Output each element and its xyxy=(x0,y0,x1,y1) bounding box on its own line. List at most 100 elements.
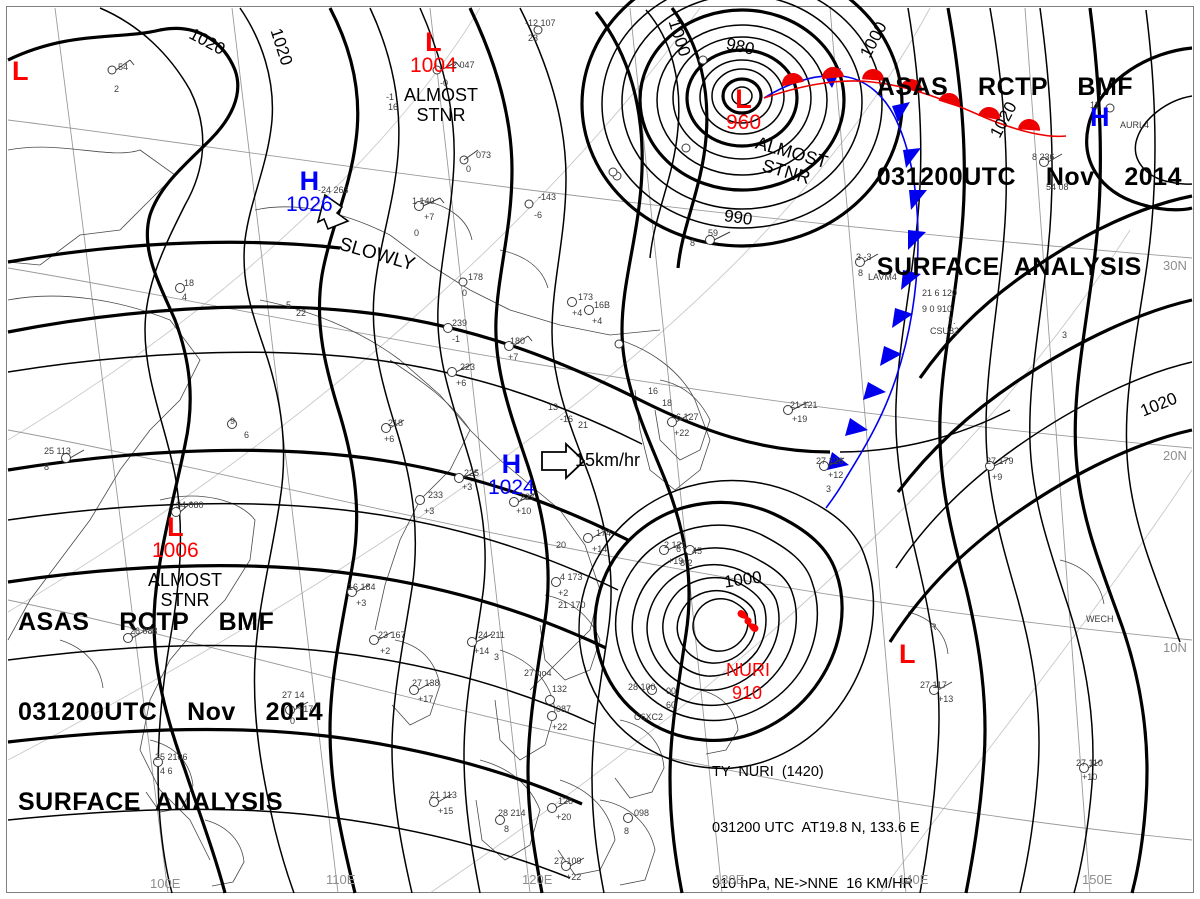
low-symbol: L xyxy=(735,84,752,114)
station-observation: +6 xyxy=(384,434,395,444)
pressure-center-low-southeast: L xyxy=(899,641,916,668)
station-observation: 5 xyxy=(286,300,292,310)
station-observation: -0 xyxy=(440,78,449,88)
station-observation: 16 xyxy=(648,386,659,396)
motion-arrow-15kmhr xyxy=(541,441,586,481)
station-observation: 098 xyxy=(634,808,650,818)
station-observation: 4 173 xyxy=(560,572,583,582)
station-observation: 28 100 xyxy=(628,682,656,692)
low-symbol: L xyxy=(425,27,442,57)
typhoon-pressure-label: 910 xyxy=(732,683,763,703)
station-observation: 8 xyxy=(504,824,510,834)
station-observation: +19 xyxy=(668,556,684,566)
station-observation: 8 xyxy=(624,826,630,836)
typhoon-info-block: TY NURI (1420) 031200 UTC AT19.8 N, 133.… xyxy=(712,726,1048,899)
high-value: 1026 xyxy=(286,193,333,216)
station-observation: 223 xyxy=(460,362,476,372)
station-observation: 21 6 120 xyxy=(922,288,958,298)
station-observation: 073 xyxy=(476,150,492,160)
station-observation: 4 6 xyxy=(160,766,173,776)
longitude-label: 110E xyxy=(326,872,356,887)
station-observation: 16B xyxy=(594,300,611,310)
motion-arrow-slowly xyxy=(316,193,350,231)
isobar-label: 990 xyxy=(722,206,754,229)
station-observation: 34 080 xyxy=(176,500,204,510)
ty-info-line-2: 031200 UTC AT19.8 N, 133.6 E xyxy=(712,819,920,836)
station-observation: 225 xyxy=(464,468,480,478)
station-observation: -16 xyxy=(560,414,574,424)
station-observation: +2 xyxy=(380,646,391,656)
station-observation: WECH xyxy=(1086,614,1114,624)
station-observation: +7 xyxy=(424,212,435,222)
pressure-center-high-east: H xyxy=(1090,104,1110,131)
title-bottom-line1: ASAS RCTP BMF xyxy=(18,608,275,636)
station-observation: 3 -3 xyxy=(856,252,872,262)
station-observation: 54 08 xyxy=(1046,182,1069,192)
station-observation: +22 xyxy=(674,428,690,438)
motion-label-low-west: ALMOST STNR xyxy=(148,570,223,610)
station-observation: 60 xyxy=(666,700,677,710)
station-observation: 18 xyxy=(662,398,673,408)
longitude-label: 130E xyxy=(714,872,745,887)
station-observation: +17 xyxy=(418,694,434,704)
station-observation: 8 xyxy=(690,238,696,248)
ty-info-line-3: 910 hPa, NE->NNE 16 KM/HR xyxy=(712,875,914,892)
station-observation: -6 xyxy=(534,210,543,220)
station-observation: +15 xyxy=(438,806,454,816)
station-observation: 21 121 xyxy=(790,400,818,410)
station-observation: -1 xyxy=(452,334,461,344)
wind-barbs xyxy=(69,59,1103,867)
pressure-center-low-west: L 1006 xyxy=(152,514,199,562)
station-plot-circles xyxy=(61,25,1115,871)
cold-front xyxy=(763,68,927,509)
station-observation: 1 140 xyxy=(412,196,435,206)
title-block-bottom: ASAS RCTP BMF 031200UTC Nov 2014 SURFACE… xyxy=(18,547,323,877)
station-observation: +3 xyxy=(462,482,473,492)
high-symbol: H xyxy=(299,166,320,196)
pressure-center-low-edge: L xyxy=(12,56,29,86)
pressure-center-low-main: L 960 xyxy=(726,86,761,134)
station-observation: -12 107 xyxy=(525,18,556,28)
pressure-center-low-north: L 1004 xyxy=(410,29,457,77)
station-observation: 23 167 xyxy=(378,630,406,640)
station-observation: 28 214 xyxy=(498,808,526,818)
station-observation: 0 xyxy=(462,288,468,298)
station-observation: +20 xyxy=(556,812,572,822)
low-symbol: L xyxy=(12,56,29,86)
station-observation: 9 0 910 xyxy=(922,304,953,314)
station-observation: 6 xyxy=(244,430,250,440)
station-observation: +17 xyxy=(298,704,314,714)
station-observation: 59 xyxy=(708,228,719,238)
station-observation: 27 138 xyxy=(412,678,440,688)
longitude-label: 100E xyxy=(150,876,181,891)
station-observation: +10 xyxy=(516,506,532,516)
station-observation: 20 xyxy=(556,540,567,550)
station-observation: +6 xyxy=(456,378,467,388)
title-bottom-line2: 031200UTC Nov 2014 xyxy=(18,698,324,726)
station-observation: +14 xyxy=(592,544,608,554)
station-observation: +3 xyxy=(356,598,367,608)
station-observation: 218 xyxy=(388,418,404,428)
low-value: 960 xyxy=(726,111,762,134)
low-value: 1004 xyxy=(410,54,457,77)
station-observation: 3 xyxy=(494,652,500,662)
station-observation: 25 2106 xyxy=(155,752,188,762)
title-bottom-line3: SURFACE ANALYSIS xyxy=(18,788,284,816)
station-observation: 8 236 xyxy=(1032,152,1055,162)
station-observation: +13 xyxy=(938,694,954,704)
station-observation: 173 xyxy=(578,292,594,302)
station-observation: 21 xyxy=(578,420,589,430)
station-observation: 132 xyxy=(552,684,568,694)
station-observation: 6 127 xyxy=(676,412,699,422)
station-observation: 27 14 xyxy=(282,690,305,700)
station-observation: -143 xyxy=(538,192,557,202)
station-observation: 233 xyxy=(428,490,444,500)
station-observation: 3 xyxy=(826,484,832,494)
station-observation: 24 211 xyxy=(478,630,505,640)
station-observation: 13 xyxy=(548,402,559,412)
station-observation: CSU82 xyxy=(930,326,960,336)
station-observation: 27 126 xyxy=(816,456,844,466)
pressure-center-high-china: H 1024 xyxy=(488,451,535,499)
latitude-label: 10N xyxy=(1163,640,1187,655)
warm-front xyxy=(763,67,1067,138)
